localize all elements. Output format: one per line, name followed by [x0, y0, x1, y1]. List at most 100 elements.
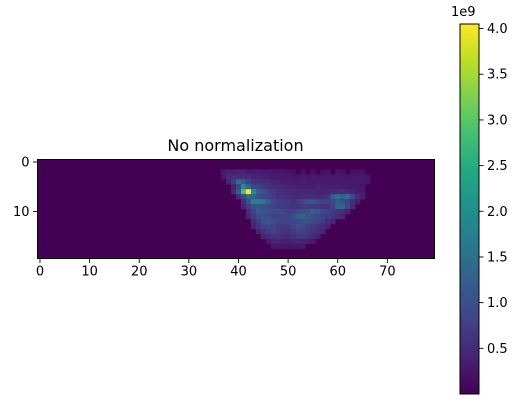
heatmap-cell	[265, 179, 272, 185]
heatmap-cell	[320, 209, 326, 215]
heatmap-cell	[280, 199, 286, 205]
heatmap-cell	[250, 189, 257, 195]
heatmap-cell	[275, 169, 281, 175]
heatmap-cell	[305, 238, 311, 244]
heatmap-cell	[295, 238, 301, 244]
heatmap-cell	[250, 169, 257, 175]
heatmap-cell	[305, 189, 311, 195]
colorbar-tick-label: 3.0	[487, 113, 508, 128]
heatmap-cell	[335, 174, 341, 180]
heatmap-cell	[290, 174, 296, 180]
heatmap-cell	[236, 174, 242, 180]
heatmap-cell	[280, 213, 286, 220]
heatmap-cell	[265, 213, 272, 220]
colorbar-tick-label: 2.0	[487, 205, 508, 220]
x-tick-label: 10	[81, 265, 98, 280]
colorbar-gradient	[460, 24, 479, 394]
heatmap-cell	[275, 238, 281, 244]
colorbar-tick-label: 1.5	[487, 250, 508, 265]
heatmap-cell	[325, 209, 331, 215]
heatmap-cell	[350, 174, 356, 180]
heatmap-cell	[300, 174, 306, 180]
heatmap-cell	[340, 199, 346, 205]
heatmap-cell	[221, 174, 227, 180]
heatmap-cell	[335, 189, 341, 195]
heatmap-cell	[305, 174, 311, 180]
heatmap-cell	[255, 169, 262, 175]
heatmap-cell	[290, 189, 296, 195]
heatmap-cell	[226, 169, 232, 175]
y-tick-label: 10	[13, 205, 30, 220]
heatmap-cell	[325, 179, 331, 185]
heatmap-cell	[300, 213, 306, 220]
heatmap-cell	[330, 179, 336, 185]
heatmap-cell	[350, 189, 356, 195]
heatmap-cell	[285, 204, 291, 210]
heatmap-cell	[315, 223, 321, 230]
heatmap-cell	[255, 213, 262, 220]
heatmap-cell	[300, 169, 306, 175]
heatmap-cell	[260, 228, 267, 235]
heatmap-cell	[315, 204, 321, 210]
heatmap-cell	[340, 194, 346, 200]
heatmap-cell	[320, 179, 326, 185]
heatmap-cell	[340, 204, 346, 210]
heatmap-cell	[320, 228, 326, 235]
heatmap-cell	[265, 228, 272, 235]
heatmap-cell	[340, 213, 346, 220]
heatmap-cell	[280, 204, 286, 210]
heatmap-cell	[355, 194, 361, 200]
heatmap-cell	[295, 204, 301, 210]
heatmap-cell	[335, 209, 341, 215]
heatmap-cell	[295, 174, 301, 180]
heatmap-cell	[325, 169, 331, 175]
heatmap-cell	[310, 204, 316, 210]
heatmap-cell	[320, 199, 326, 205]
heatmap-cell	[320, 189, 326, 195]
heatmap-cell	[290, 204, 296, 210]
heatmap-cell	[295, 194, 301, 200]
heatmap-cell	[240, 194, 247, 200]
heatmap-cell	[345, 209, 351, 215]
heatmap-cell	[255, 209, 262, 215]
heatmap-cell	[236, 194, 242, 200]
heatmap-cell	[270, 223, 276, 230]
heatmap-cell	[315, 174, 321, 180]
y-axis: 0 10	[13, 155, 38, 220]
heatmap-cell	[315, 228, 321, 235]
heatmap-cell	[330, 189, 336, 195]
heatmap-cell	[310, 238, 316, 244]
heatmap-cell	[320, 169, 326, 175]
heatmap-cell	[360, 174, 366, 180]
heatmap-cell	[250, 179, 257, 185]
x-tick-label: 60	[329, 265, 346, 280]
heatmap-cell	[295, 243, 301, 249]
heatmap-cell	[360, 184, 366, 190]
heatmap-cell	[250, 213, 257, 220]
heatmap-cell	[335, 184, 341, 190]
heatmap-cell	[255, 199, 262, 205]
heatmap-cell	[340, 209, 346, 215]
heatmap-cell	[300, 179, 306, 185]
heatmap-cell	[360, 179, 366, 185]
heatmap-cell	[285, 213, 291, 220]
heatmap-cell	[280, 184, 286, 190]
heatmap-cell	[275, 213, 281, 220]
heatmap-cell	[335, 213, 341, 220]
heatmap-cell	[295, 218, 301, 225]
heatmap-cell	[260, 174, 267, 180]
heatmap-cell	[260, 204, 267, 210]
heatmap-cell	[265, 194, 272, 200]
heatmap-cell	[350, 169, 356, 175]
heatmap-cell	[270, 204, 276, 210]
heatmap-cell	[310, 179, 316, 185]
heatmap-cell	[260, 169, 267, 175]
heatmap-cell	[255, 194, 262, 200]
heatmap-cell	[270, 179, 276, 185]
heatmap-cell	[275, 218, 281, 225]
heatmap-cell	[255, 218, 262, 225]
heatmap-cell	[365, 174, 371, 180]
heatmap-cell	[260, 184, 267, 190]
heatmap-cell	[300, 204, 306, 210]
heatmap-cell	[310, 213, 316, 220]
